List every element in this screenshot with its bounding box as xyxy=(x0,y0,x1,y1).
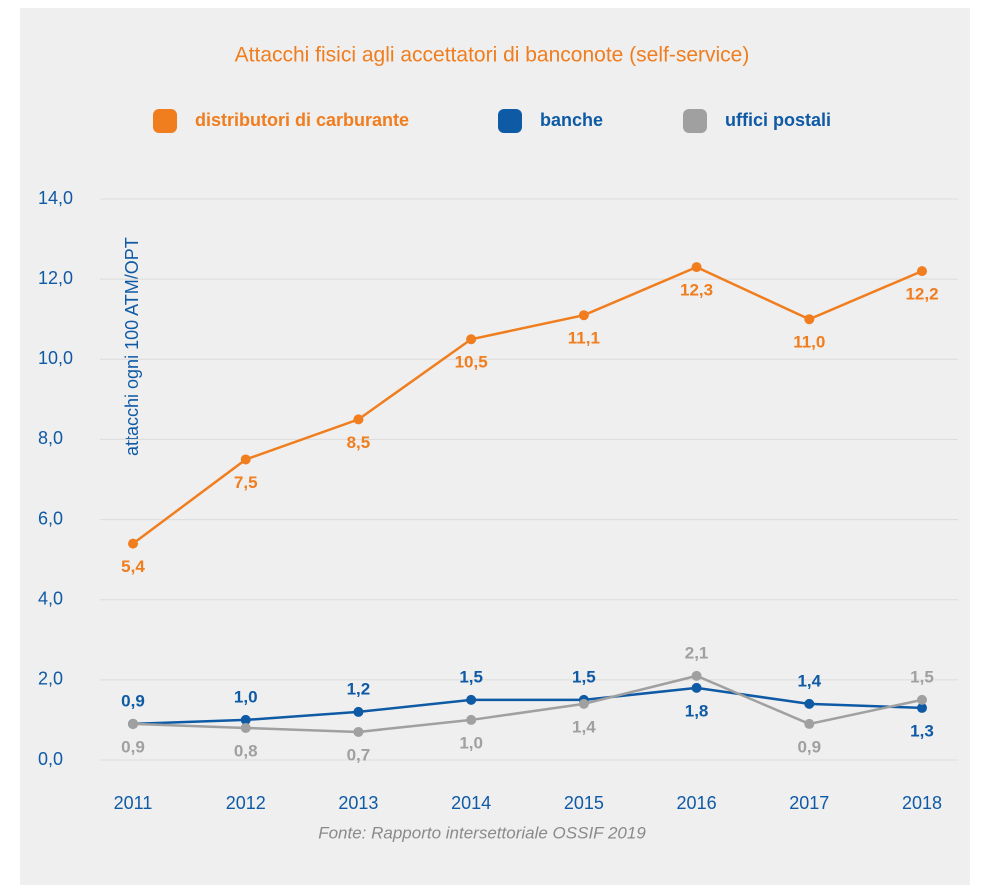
point xyxy=(917,266,927,277)
data-label: 0,7 xyxy=(347,745,371,764)
line xyxy=(132,265,923,545)
data-label: 12,2 xyxy=(905,285,938,304)
y-tick-label: 12,0 xyxy=(38,268,73,288)
point xyxy=(128,538,138,549)
x-tick-label: 2017 xyxy=(789,793,829,813)
y-tick-label: 8,0 xyxy=(38,428,63,448)
y-axis-label: attacchi ogni 100 ATM/OPT xyxy=(122,237,142,456)
data-label: 1,4 xyxy=(572,717,596,736)
point xyxy=(917,694,927,705)
point xyxy=(804,698,815,709)
point xyxy=(353,414,364,425)
data-label: 1,5 xyxy=(459,667,483,686)
data-label: 1,8 xyxy=(685,701,709,720)
data-label: 1,0 xyxy=(459,733,483,752)
point xyxy=(466,714,477,725)
point xyxy=(578,310,589,321)
y-tick-label: 6,0 xyxy=(38,508,63,528)
point xyxy=(240,722,251,733)
x-tick-label: 2012 xyxy=(226,793,266,813)
data-label: 0,9 xyxy=(121,691,145,710)
legend-label: uffici postali xyxy=(725,110,831,130)
point xyxy=(578,698,589,709)
x-tick-label: 2018 xyxy=(902,793,942,813)
y-tick-label: 4,0 xyxy=(38,588,63,608)
data-label: 1,4 xyxy=(797,671,821,690)
point xyxy=(804,314,815,325)
data-label: 11,1 xyxy=(568,329,600,348)
x-tick-label: 2013 xyxy=(338,793,378,813)
data-label: 0,8 xyxy=(234,741,258,760)
legend-label: banche xyxy=(540,110,603,130)
point xyxy=(353,706,364,717)
legend-swatch xyxy=(683,109,707,133)
panel xyxy=(20,8,970,885)
point xyxy=(691,682,702,693)
y-tick-label: 2,0 xyxy=(38,669,63,689)
data-label: 12,3 xyxy=(680,281,713,300)
y-tick-label: 10,0 xyxy=(38,348,73,368)
legend-swatch xyxy=(498,109,522,133)
data-label: 7,5 xyxy=(234,473,258,492)
data-label: 0,9 xyxy=(797,737,821,756)
x-tick-label: 2011 xyxy=(114,793,153,813)
point xyxy=(691,262,702,273)
data-label: 1,2 xyxy=(347,679,371,698)
point xyxy=(466,694,477,705)
data-label: 10,5 xyxy=(455,353,488,372)
point xyxy=(240,454,251,465)
source: Fonte: Rapporto intersettoriale OSSIF 20… xyxy=(318,823,646,842)
data-label: 2,1 xyxy=(685,643,709,662)
x-tick-label: 2016 xyxy=(677,793,717,813)
x-tick-label: 2015 xyxy=(564,793,604,813)
chart-title: Attacchi fisici agli accettatori di banc… xyxy=(235,44,750,67)
data-label: 1,3 xyxy=(910,721,934,740)
data-label: 1,5 xyxy=(572,667,596,686)
data-label: 1,5 xyxy=(910,667,934,686)
y-tick-label: 14,0 xyxy=(38,188,73,208)
data-label: 11,0 xyxy=(793,333,825,352)
legend-label: distributori di carburante xyxy=(195,110,409,130)
y-tick-label: 0,0 xyxy=(38,749,63,769)
data-label: 8,5 xyxy=(347,433,371,452)
point xyxy=(804,718,815,729)
point xyxy=(240,714,251,725)
point xyxy=(691,670,702,681)
point xyxy=(466,334,477,345)
point xyxy=(917,702,927,713)
data-label: 1,0 xyxy=(234,687,258,706)
x-tick-label: 2014 xyxy=(451,793,491,813)
data-label: 0,9 xyxy=(121,737,145,756)
point xyxy=(128,718,138,729)
line xyxy=(132,674,923,734)
legend-swatch xyxy=(153,109,177,133)
line xyxy=(132,686,923,726)
point xyxy=(353,726,364,737)
data-label: 5,4 xyxy=(121,557,145,576)
